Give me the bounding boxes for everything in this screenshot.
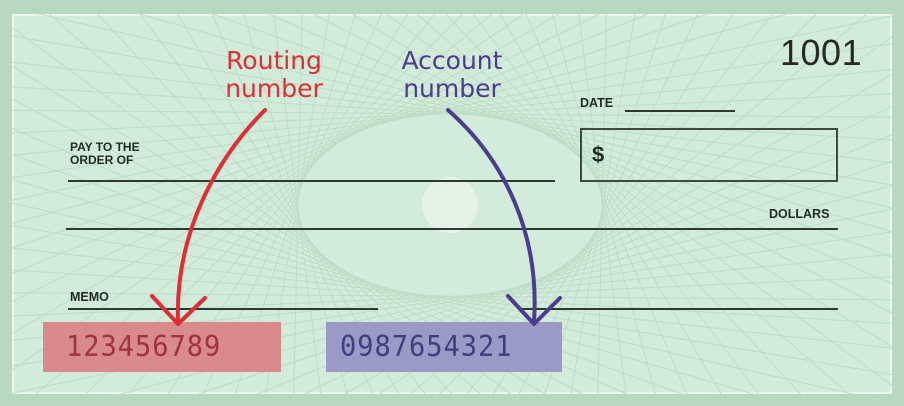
- check-number: 1001: [780, 32, 863, 73]
- amount-box: [580, 128, 838, 182]
- dollars-label: DOLLARS: [769, 207, 830, 221]
- date-label: DATE: [580, 96, 614, 110]
- routing-number: 123456789: [66, 331, 222, 364]
- account-number-highlight: [326, 322, 562, 372]
- signature-line: [522, 308, 838, 310]
- dollars-line: [66, 228, 838, 230]
- date-line: [625, 110, 735, 112]
- payto-line: [68, 180, 555, 182]
- account-number-annotation: Account number: [401, 46, 503, 103]
- memo-line: [68, 308, 378, 310]
- payto-label: PAY TO THE ORDER OF: [70, 140, 140, 167]
- account-number: 0987654321: [340, 331, 513, 364]
- routing-number-annotation: Routing number: [225, 46, 323, 103]
- routing-number-highlight: [43, 322, 281, 372]
- memo-label: MEMO: [70, 290, 109, 304]
- dollar-sign: $: [592, 142, 605, 167]
